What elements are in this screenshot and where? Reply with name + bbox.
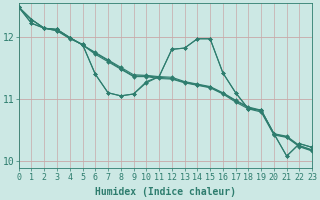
- X-axis label: Humidex (Indice chaleur): Humidex (Indice chaleur): [95, 187, 236, 197]
